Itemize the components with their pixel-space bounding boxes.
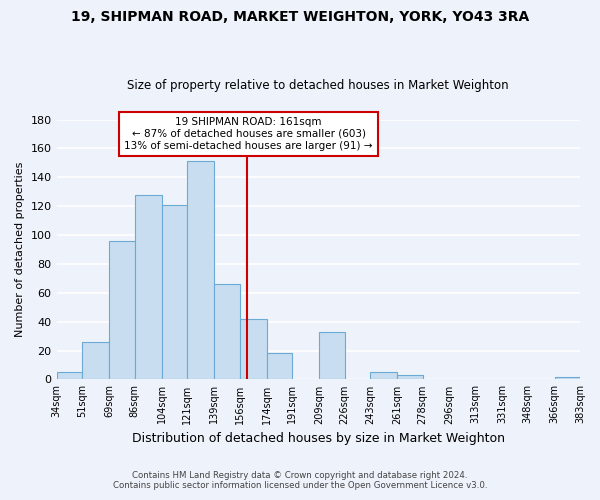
Bar xyxy=(370,372,397,380)
Bar xyxy=(109,241,134,380)
Bar xyxy=(56,372,82,380)
Y-axis label: Number of detached properties: Number of detached properties xyxy=(15,162,25,337)
Text: 19 SHIPMAN ROAD: 161sqm
← 87% of detached houses are smaller (603)
13% of semi-d: 19 SHIPMAN ROAD: 161sqm ← 87% of detache… xyxy=(124,118,373,150)
Bar xyxy=(134,194,161,380)
Bar xyxy=(319,332,344,380)
Bar xyxy=(239,319,266,380)
Bar xyxy=(397,375,422,380)
Bar xyxy=(82,342,109,380)
Bar xyxy=(554,376,580,380)
Bar xyxy=(187,162,214,380)
Text: 19, SHIPMAN ROAD, MARKET WEIGHTON, YORK, YO43 3RA: 19, SHIPMAN ROAD, MARKET WEIGHTON, YORK,… xyxy=(71,10,529,24)
Bar xyxy=(161,204,187,380)
Title: Size of property relative to detached houses in Market Weighton: Size of property relative to detached ho… xyxy=(127,79,509,92)
X-axis label: Distribution of detached houses by size in Market Weighton: Distribution of detached houses by size … xyxy=(132,432,505,445)
Text: Contains HM Land Registry data © Crown copyright and database right 2024.
Contai: Contains HM Land Registry data © Crown c… xyxy=(113,470,487,490)
Bar xyxy=(214,284,239,380)
Bar xyxy=(266,354,292,380)
